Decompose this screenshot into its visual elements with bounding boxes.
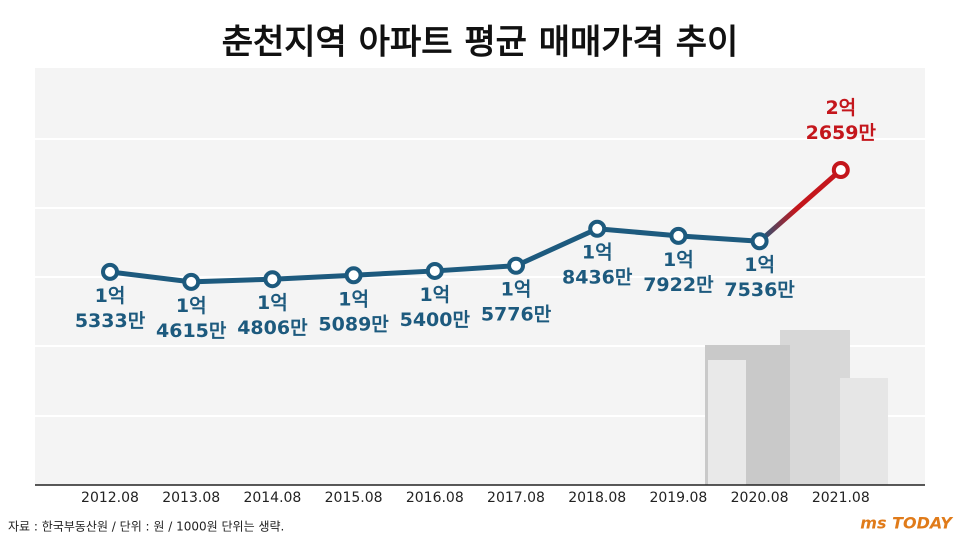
point [669,226,688,245]
x-tick-label: 2015.08 [325,490,383,506]
logo: ms TODAY [860,514,953,533]
grid [35,138,925,417]
point [507,256,525,275]
line-highlight [757,168,843,244]
point [182,272,201,291]
data-label: 2억 2659만 [806,97,877,144]
data-label: 1억 4806만 [237,292,308,339]
data-label: 1억 4615만 [156,294,227,341]
x-tick-label: 2018.08 [568,490,626,506]
building [780,330,850,485]
buildings [705,330,888,485]
x-tick-label: 2016.08 [406,490,464,506]
x-tick-label: 2021.08 [812,490,870,506]
data-label: 1억 5089만 [318,288,389,335]
data-label: 1억 5776만 [481,278,552,325]
x-tick-label: 2017.08 [487,490,545,506]
point [831,161,850,180]
point [750,232,769,251]
point [263,270,282,289]
building [708,360,746,485]
data-label: 1억 5333만 [75,284,146,331]
x-tick-label: 2019.08 [649,490,707,506]
point [101,262,119,281]
x-tick-label: 2012.08 [81,490,139,506]
point [344,266,363,285]
point [425,261,444,280]
point [588,219,607,238]
x-tick-label: 2020.08 [731,490,789,506]
data-label: 1억 8436만 [562,241,633,288]
data-label: 1억 7536만 [724,254,795,301]
data-label: 1억 5400만 [400,283,471,330]
chart-title: 춘천지역 아파트 평균 매매가격 추이 [222,23,739,63]
x-tick-label: 2014.08 [243,490,301,506]
data-label: 1억 7922만 [643,248,714,295]
building [840,378,888,485]
x-tick-label: 2013.08 [162,490,220,506]
source: 자료 : 한국부동산원 / 단위 : 원 / 1000원 단위는 생략. [8,520,284,534]
